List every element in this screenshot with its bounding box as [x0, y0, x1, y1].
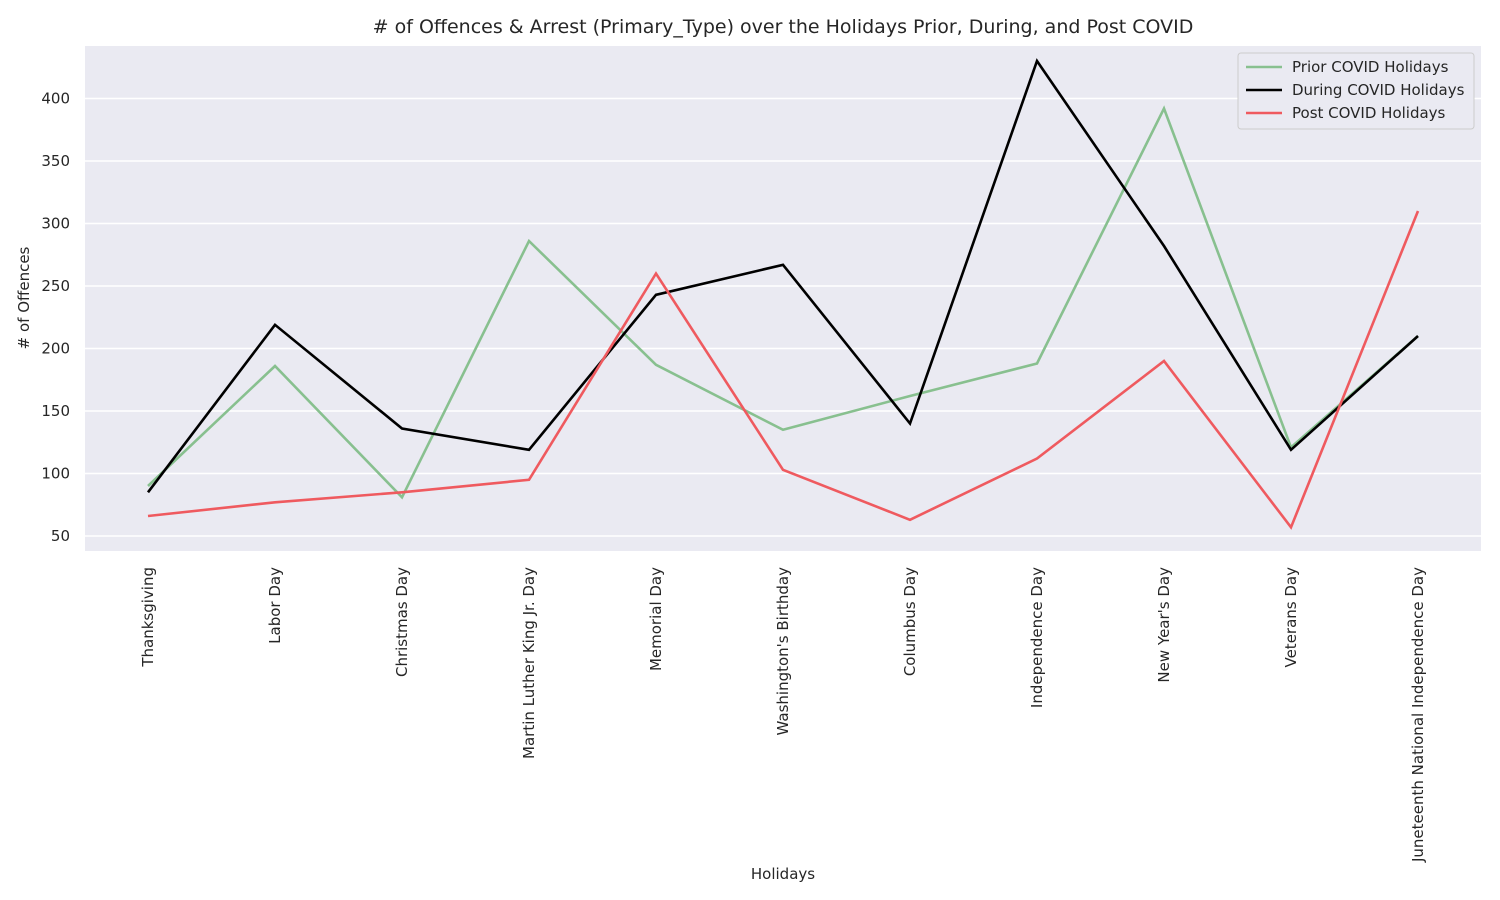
x-tick-label: Veterans Day: [1282, 567, 1300, 668]
series-line-1: [147, 105, 1419, 500]
y-tick-label: 350: [41, 152, 70, 170]
plot-area: [85, 46, 1481, 551]
chart-title: # of Offences & Arrest (Primary_Type) ov…: [373, 16, 1194, 38]
x-axis-label: Holidays: [751, 865, 815, 883]
x-tick-label: Independence Day: [1028, 567, 1046, 708]
y-tick-label: 300: [41, 215, 70, 233]
x-tick-label: Columbus Day: [901, 567, 919, 676]
x-axis-ticks: Thanksgiving Labor Day Christmas Day Martin…: [139, 567, 1427, 863]
series-lines: [146, 58, 1420, 530]
legend-label: During COVID Holidays: [1292, 81, 1465, 99]
y-tick-label: 50: [51, 527, 70, 545]
legend-box: [1237, 52, 1475, 130]
legend-label: Post COVID Holidays: [1292, 104, 1446, 122]
y-axis-ticks: 50 100 150 200 250 300 350 400: [41, 90, 70, 546]
y-axis-label: # of Offences: [15, 246, 33, 349]
x-tick-label: New Year's Day: [1155, 567, 1173, 683]
y-tick-label: 100: [41, 465, 70, 483]
y-tick-label: 250: [41, 277, 70, 295]
x-tick-label: Juneteenth National Independence Day: [1409, 567, 1427, 863]
legend: Prior COVID Holidays During COVID Holiday…: [1237, 52, 1475, 130]
y-tick-label: 200: [41, 340, 70, 358]
x-tick-label: Christmas Day: [393, 567, 411, 677]
y-tick-label: 150: [41, 402, 70, 420]
x-tick-label: Labor Day: [266, 567, 284, 644]
legend-label: Prior COVID Holidays: [1292, 58, 1449, 76]
series-line-3: [147, 210, 1420, 530]
series-line-2: [146, 58, 1419, 494]
x-tick-label: Memorial Day: [647, 567, 665, 671]
x-tick-label: Martin Luther King Jr. Day: [520, 567, 538, 759]
x-tick-label: Thanksgiving: [139, 567, 157, 668]
x-tick-label: Washington's Birthday: [774, 567, 792, 736]
y-tick-label: 400: [41, 90, 70, 108]
